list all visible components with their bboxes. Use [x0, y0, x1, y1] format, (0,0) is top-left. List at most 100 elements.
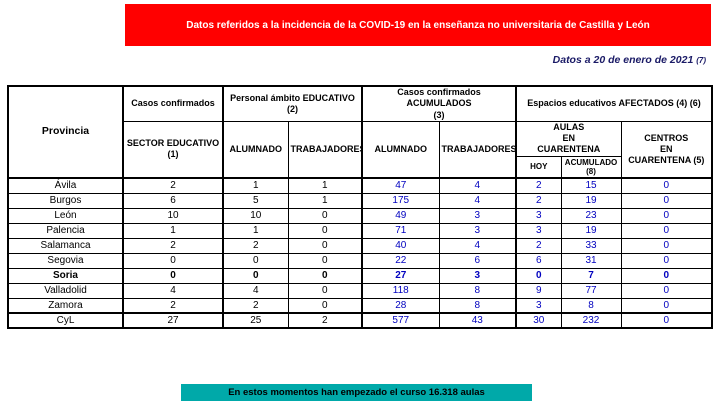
value-cell: 232	[560, 312, 622, 329]
value-cell: 0	[287, 282, 363, 299]
value-cell: 5	[222, 192, 289, 209]
value-cell: 3	[438, 207, 517, 224]
value-cell: 0	[620, 312, 713, 329]
value-cell: 0	[287, 297, 363, 314]
value-cell: 0	[620, 192, 713, 209]
header-trabajadores-personal: TRABAJADORES	[287, 120, 363, 179]
value-cell: 0	[222, 252, 289, 269]
value-cell: 15	[560, 177, 622, 194]
header-group-casos-confirmados: Casos confirmados	[122, 85, 224, 122]
value-cell: 3	[438, 267, 517, 284]
date-note: Datos a 20 de enero de 2021 (7)	[553, 54, 706, 66]
covid-table: Provincia Casos confirmados Personal ámb…	[7, 85, 714, 329]
value-cell: 0	[287, 252, 363, 269]
province-cell: León	[7, 207, 124, 224]
value-cell: 4	[438, 192, 517, 209]
value-cell: 47	[361, 177, 440, 194]
value-cell: 2	[122, 177, 224, 194]
header-trabajadores-acumulado: TRABAJADORES	[438, 120, 517, 179]
province-cell: Palencia	[7, 222, 124, 239]
footer-banner: En estos momentos han empezado el curso …	[181, 384, 532, 401]
value-cell: 33	[560, 237, 622, 254]
value-cell: 0	[620, 237, 713, 254]
value-cell: 27	[122, 312, 224, 329]
value-cell: 28	[361, 297, 440, 314]
value-cell: 0	[515, 267, 562, 284]
table-row: Valladolid 4 4 0 118 8 9 77 0	[7, 282, 713, 299]
header-alumnado-acumulado: ALUMNADO	[361, 120, 440, 179]
title-text: Datos referidos a la incidencia de la CO…	[186, 19, 650, 31]
value-cell: 10	[122, 207, 224, 224]
value-cell: 0	[620, 222, 713, 239]
value-cell: 19	[560, 192, 622, 209]
value-cell: 577	[361, 312, 440, 329]
value-cell: 4	[438, 177, 517, 194]
header-alumnado-personal: ALUMNADO	[222, 120, 289, 179]
value-cell: 8	[438, 297, 517, 314]
header-group-personal-educativo: Personal ámbito EDUCATIVO (2)	[221, 85, 363, 122]
header-aulas-cuarentena: AULAS EN CUARENTENA	[515, 120, 622, 157]
value-cell: 77	[560, 282, 622, 299]
value-cell: 43	[438, 312, 517, 329]
table-row: Burgos 6 5 1 175 4 2 19 0	[7, 192, 713, 209]
value-cell: 10	[222, 207, 289, 224]
value-cell: 6	[122, 192, 224, 209]
table-row: Palencia 1 1 0 71 3 3 19 0	[7, 222, 713, 239]
header-group-casos-acumulados: Casos confirmados ACUMULADOS (3)	[361, 85, 517, 122]
value-cell: 23	[560, 207, 622, 224]
value-cell: 1	[222, 222, 289, 239]
value-cell: 4	[122, 282, 224, 299]
province-cell: CyL	[7, 312, 124, 329]
title-banner: Datos referidos a la incidencia de la CO…	[125, 4, 711, 46]
value-cell: 0	[620, 267, 713, 284]
header-hoy: HOY	[515, 155, 562, 179]
value-cell: 2	[122, 297, 224, 314]
province-cell: Soria	[7, 267, 124, 284]
footer-text: En estos momentos han empezado el curso …	[228, 387, 485, 398]
value-cell: 2	[287, 312, 363, 329]
table-row: Soria 0 0 0 27 3 0 7 0	[7, 267, 713, 284]
table-body: Ávila 2 1 1 47 4 2 15 0 Burgos 6 5 1 175 4 2 19 0 León 10 10…	[7, 177, 713, 329]
value-cell: 25	[222, 312, 289, 329]
value-cell: 22	[361, 252, 440, 269]
value-cell: 2	[515, 177, 562, 194]
province-cell: Ávila	[7, 177, 124, 194]
table-row: León 10 10 0 49 3 3 23 0	[7, 207, 713, 224]
value-cell: 0	[287, 267, 363, 284]
value-cell: 2	[515, 192, 562, 209]
value-cell: 3	[515, 207, 562, 224]
table-row: Salamanca 2 2 0 40 4 2 33 0	[7, 237, 713, 254]
value-cell: 6	[438, 252, 517, 269]
value-cell: 2	[122, 237, 224, 254]
header-provincia: Provincia	[7, 85, 124, 179]
value-cell: 0	[287, 207, 363, 224]
province-cell: Segovia	[7, 252, 124, 269]
value-cell: 1	[287, 192, 363, 209]
value-cell: 2	[222, 297, 289, 314]
value-cell: 1	[222, 177, 289, 194]
value-cell: 27	[361, 267, 440, 284]
value-cell: 19	[560, 222, 622, 239]
value-cell: 4	[222, 282, 289, 299]
value-cell: 49	[361, 207, 440, 224]
value-cell: 0	[620, 207, 713, 224]
value-cell: 71	[361, 222, 440, 239]
header-group-espacios-afectados: Espacios educativos AFECTADOS (4) (6)	[515, 85, 713, 122]
table-row: Zamora 2 2 0 28 8 3 8 0	[7, 297, 713, 314]
value-cell: 1	[122, 222, 224, 239]
value-cell: 0	[620, 282, 713, 299]
value-cell: 118	[361, 282, 440, 299]
table-row: CyL 27 25 2 577 43 30 232 0	[7, 312, 713, 329]
province-cell: Burgos	[7, 192, 124, 209]
value-cell: 0	[287, 237, 363, 254]
value-cell: 40	[361, 237, 440, 254]
table-row: Segovia 0 0 0 22 6 6 31 0	[7, 252, 713, 269]
value-cell: 31	[560, 252, 622, 269]
value-cell: 1	[287, 177, 363, 194]
value-cell: 2	[222, 237, 289, 254]
value-cell: 0	[122, 252, 224, 269]
value-cell: 3	[438, 222, 517, 239]
date-note-footnote: (7)	[696, 56, 706, 65]
province-cell: Valladolid	[7, 282, 124, 299]
